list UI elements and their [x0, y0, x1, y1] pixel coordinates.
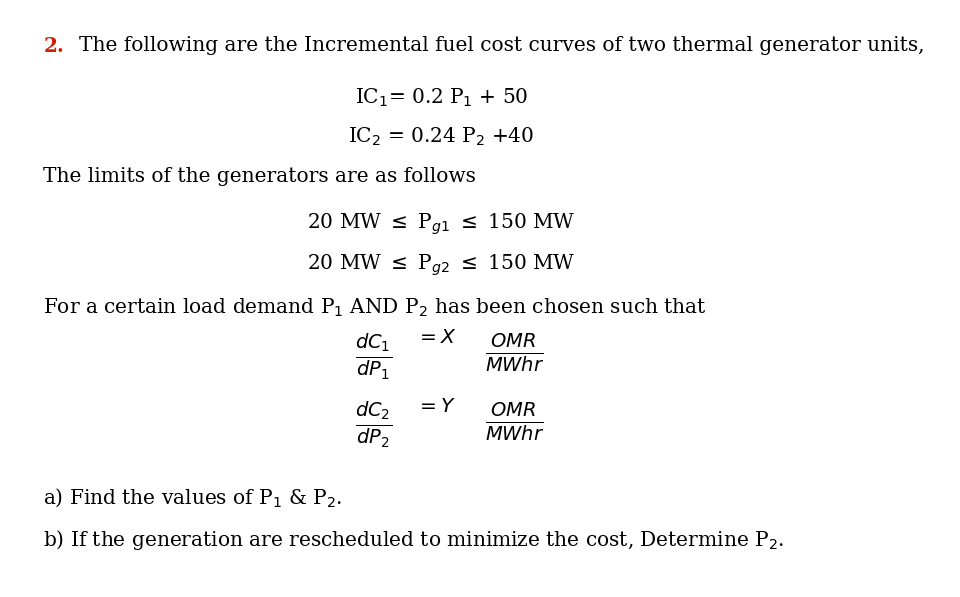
Text: $\frac{dC_1}{dP_1}$: $\frac{dC_1}{dP_1}$: [355, 331, 393, 381]
Text: IC$_2$ = 0.24 P$_2$ +40: IC$_2$ = 0.24 P$_2$ +40: [348, 125, 535, 147]
Text: b) If the generation are rescheduled to minimize the cost, Determine P$_2$.: b) If the generation are rescheduled to …: [43, 528, 784, 552]
Text: $= Y$: $= Y$: [416, 397, 456, 416]
Text: $= X$: $= X$: [416, 328, 457, 347]
Text: 20 MW $\leq$ P$_{g2}$ $\leq$ 150 MW: 20 MW $\leq$ P$_{g2}$ $\leq$ 150 MW: [307, 253, 576, 278]
Text: For a certain load demand P$_1$ AND P$_2$ has been chosen such that: For a certain load demand P$_1$ AND P$_2…: [43, 297, 707, 319]
Text: The following are the Incremental fuel cost curves of two thermal generator unit: The following are the Incremental fuel c…: [79, 36, 924, 55]
Text: 20 MW $\leq$ P$_{g1}$ $\leq$ 150 MW: 20 MW $\leq$ P$_{g1}$ $\leq$ 150 MW: [307, 212, 576, 238]
Text: $\frac{OMR}{MWhr}$: $\frac{OMR}{MWhr}$: [485, 400, 544, 443]
Text: IC$_1$= 0.2 P$_1$ + 50: IC$_1$= 0.2 P$_1$ + 50: [355, 87, 528, 109]
Text: $\frac{OMR}{MWhr}$: $\frac{OMR}{MWhr}$: [485, 331, 544, 374]
Text: a) Find the values of P$_1$ & P$_2$.: a) Find the values of P$_1$ & P$_2$.: [43, 487, 343, 509]
Text: The limits of the generators are as follows: The limits of the generators are as foll…: [43, 167, 476, 186]
Text: 2.: 2.: [43, 36, 64, 56]
Text: $\frac{dC_2}{dP_2}$: $\frac{dC_2}{dP_2}$: [355, 400, 393, 450]
